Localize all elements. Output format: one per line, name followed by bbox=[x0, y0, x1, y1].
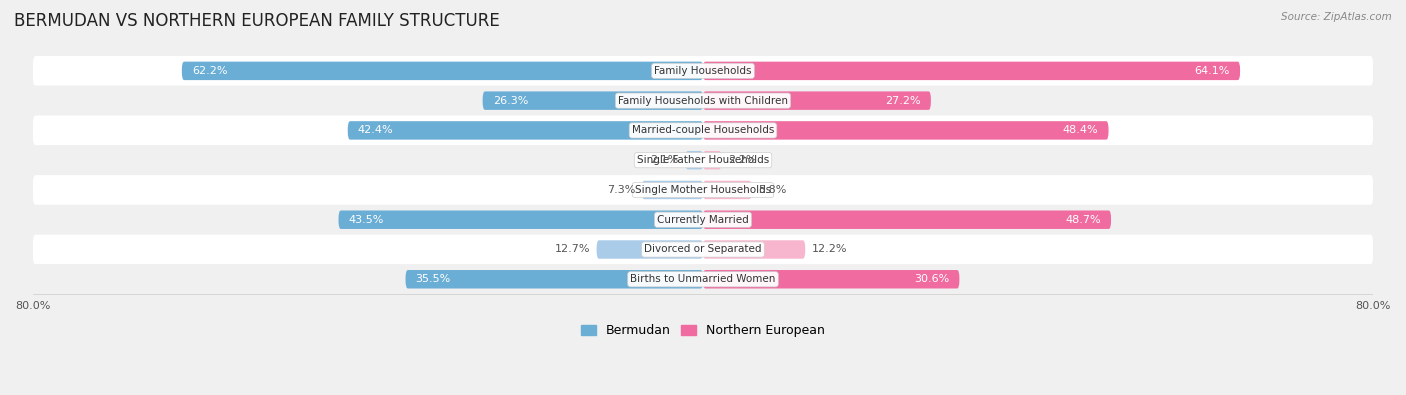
FancyBboxPatch shape bbox=[703, 211, 1111, 229]
Text: Source: ZipAtlas.com: Source: ZipAtlas.com bbox=[1281, 12, 1392, 22]
FancyBboxPatch shape bbox=[32, 175, 1374, 205]
Text: Family Households with Children: Family Households with Children bbox=[619, 96, 787, 105]
FancyBboxPatch shape bbox=[32, 205, 1374, 235]
FancyBboxPatch shape bbox=[32, 115, 1374, 145]
FancyBboxPatch shape bbox=[339, 211, 703, 229]
FancyBboxPatch shape bbox=[703, 181, 752, 199]
FancyBboxPatch shape bbox=[703, 151, 721, 169]
Text: Family Households: Family Households bbox=[654, 66, 752, 76]
Text: 5.8%: 5.8% bbox=[758, 185, 787, 195]
FancyBboxPatch shape bbox=[405, 270, 703, 288]
Text: 27.2%: 27.2% bbox=[886, 96, 921, 105]
Text: 26.3%: 26.3% bbox=[492, 96, 529, 105]
Text: Currently Married: Currently Married bbox=[657, 215, 749, 225]
Text: Single Father Households: Single Father Households bbox=[637, 155, 769, 165]
FancyBboxPatch shape bbox=[703, 91, 931, 110]
FancyBboxPatch shape bbox=[703, 121, 1108, 140]
Text: 2.2%: 2.2% bbox=[728, 155, 756, 165]
Text: 42.4%: 42.4% bbox=[357, 126, 394, 135]
Text: 30.6%: 30.6% bbox=[914, 274, 949, 284]
FancyBboxPatch shape bbox=[482, 91, 703, 110]
FancyBboxPatch shape bbox=[703, 270, 959, 288]
Text: 12.7%: 12.7% bbox=[554, 245, 591, 254]
FancyBboxPatch shape bbox=[32, 235, 1374, 264]
Text: Births to Unmarried Women: Births to Unmarried Women bbox=[630, 274, 776, 284]
Text: 43.5%: 43.5% bbox=[349, 215, 384, 225]
Text: 35.5%: 35.5% bbox=[416, 274, 451, 284]
FancyBboxPatch shape bbox=[641, 181, 703, 199]
FancyBboxPatch shape bbox=[596, 240, 703, 259]
FancyBboxPatch shape bbox=[32, 86, 1374, 115]
FancyBboxPatch shape bbox=[347, 121, 703, 140]
Text: BERMUDAN VS NORTHERN EUROPEAN FAMILY STRUCTURE: BERMUDAN VS NORTHERN EUROPEAN FAMILY STR… bbox=[14, 12, 499, 30]
Text: 7.3%: 7.3% bbox=[607, 185, 636, 195]
FancyBboxPatch shape bbox=[32, 264, 1374, 294]
Text: 48.4%: 48.4% bbox=[1063, 126, 1098, 135]
Text: Married-couple Households: Married-couple Households bbox=[631, 126, 775, 135]
Text: 48.7%: 48.7% bbox=[1066, 215, 1101, 225]
Text: 64.1%: 64.1% bbox=[1195, 66, 1230, 76]
Text: Single Mother Households: Single Mother Households bbox=[636, 185, 770, 195]
FancyBboxPatch shape bbox=[32, 56, 1374, 86]
FancyBboxPatch shape bbox=[685, 151, 703, 169]
FancyBboxPatch shape bbox=[703, 240, 806, 259]
Legend: Bermudan, Northern European: Bermudan, Northern European bbox=[576, 320, 830, 342]
Text: Divorced or Separated: Divorced or Separated bbox=[644, 245, 762, 254]
Text: 2.1%: 2.1% bbox=[651, 155, 679, 165]
Text: 62.2%: 62.2% bbox=[191, 66, 228, 76]
FancyBboxPatch shape bbox=[32, 145, 1374, 175]
FancyBboxPatch shape bbox=[703, 62, 1240, 80]
FancyBboxPatch shape bbox=[181, 62, 703, 80]
Text: 12.2%: 12.2% bbox=[811, 245, 848, 254]
